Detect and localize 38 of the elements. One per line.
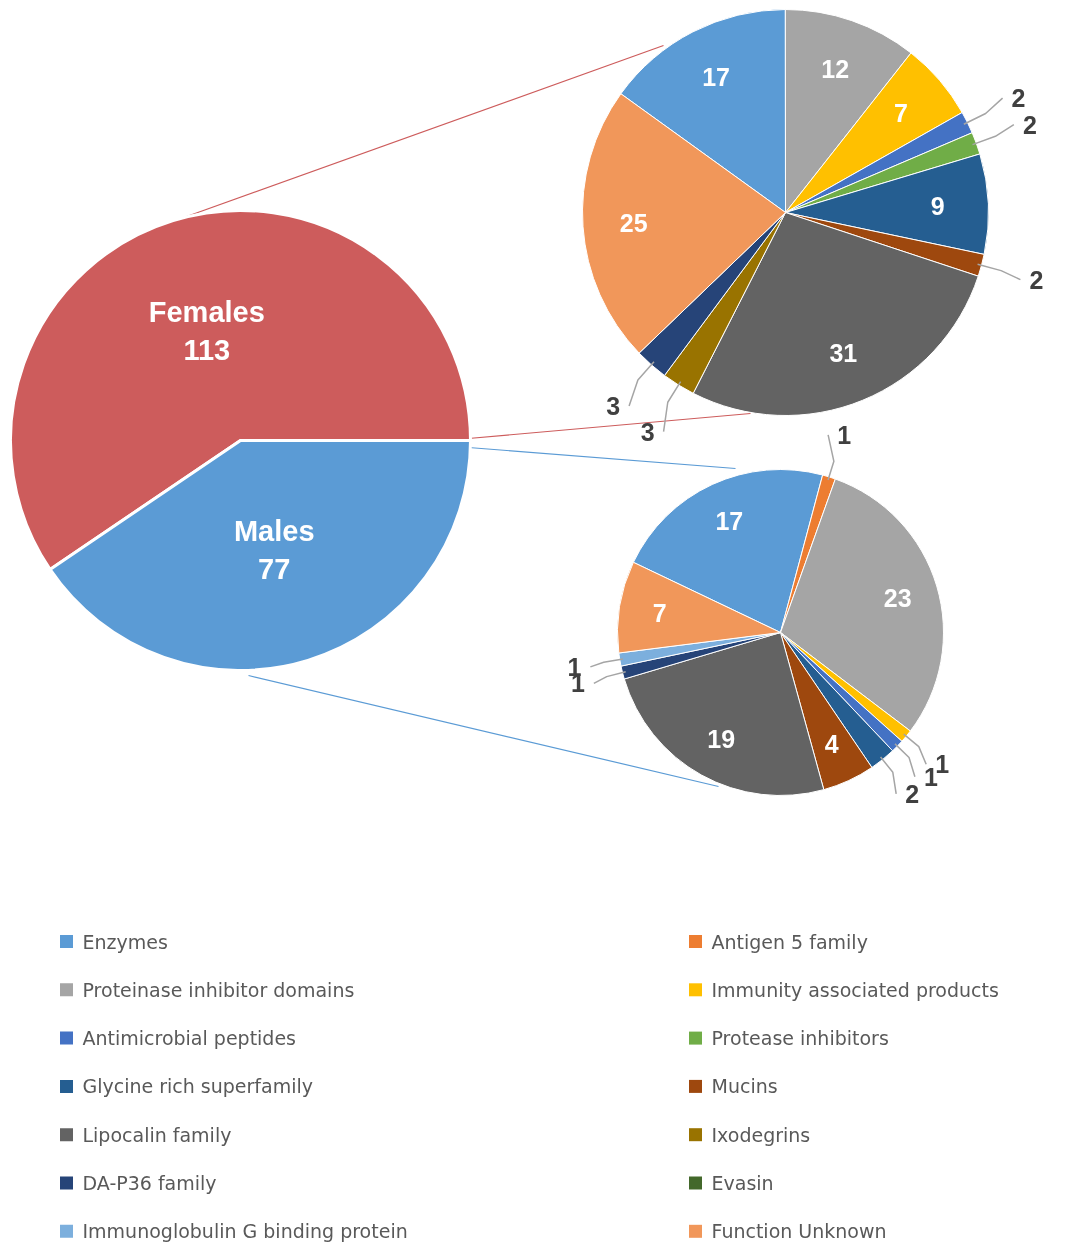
legend-label: Glycine rich superfamily bbox=[82, 1075, 314, 1098]
data-label: 25 bbox=[619, 209, 648, 238]
data-label: 9 bbox=[930, 192, 945, 221]
data-label: 113 bbox=[183, 333, 231, 366]
legend-label: Evasin bbox=[711, 1172, 774, 1194]
legend-label: Antimicrobial peptides bbox=[82, 1027, 297, 1050]
slice-label: Males bbox=[233, 515, 315, 548]
data-label: 77 bbox=[258, 553, 291, 586]
data-label: 7 bbox=[652, 599, 667, 628]
data-label: 2 bbox=[1029, 265, 1044, 294]
legend-label: Enzymes bbox=[82, 930, 168, 953]
data-label: 19 bbox=[707, 725, 736, 754]
legend-label: Function Unknown bbox=[711, 1220, 887, 1243]
legend-label: Protease inhibitors bbox=[711, 1027, 889, 1050]
data-label: 3 bbox=[606, 391, 621, 420]
data-label: 1 bbox=[935, 750, 950, 779]
legend-label: Immunity associated products bbox=[711, 978, 999, 1001]
data-label: 7 bbox=[894, 99, 908, 128]
data-label: 2 bbox=[1011, 84, 1026, 113]
data-label: 2 bbox=[905, 779, 920, 808]
data-label: 4 bbox=[824, 729, 839, 758]
data-label: 23 bbox=[883, 583, 912, 612]
data-label: 1 bbox=[837, 420, 852, 449]
legend-label: Antigen 5 family bbox=[711, 930, 868, 953]
slice-label: Females bbox=[148, 295, 265, 328]
legend-label: Mucins bbox=[711, 1075, 778, 1098]
legend-label: Immunoglobulin G binding protein bbox=[82, 1220, 408, 1243]
data-label: 12 bbox=[821, 54, 850, 83]
legend-label: Ixodegrins bbox=[711, 1123, 811, 1146]
legend-label: DA-P36 family bbox=[82, 1172, 217, 1194]
data-label: 1 bbox=[923, 762, 938, 791]
data-label: 3 bbox=[640, 417, 655, 446]
data-label: 17 bbox=[715, 507, 744, 536]
legend-label: Proteinase inhibitor domains bbox=[82, 978, 355, 1001]
data-label: 31 bbox=[829, 339, 858, 368]
data-label: 17 bbox=[702, 62, 730, 91]
data-label: 2 bbox=[1022, 110, 1037, 139]
legend-label: Lipocalin family bbox=[82, 1123, 232, 1146]
